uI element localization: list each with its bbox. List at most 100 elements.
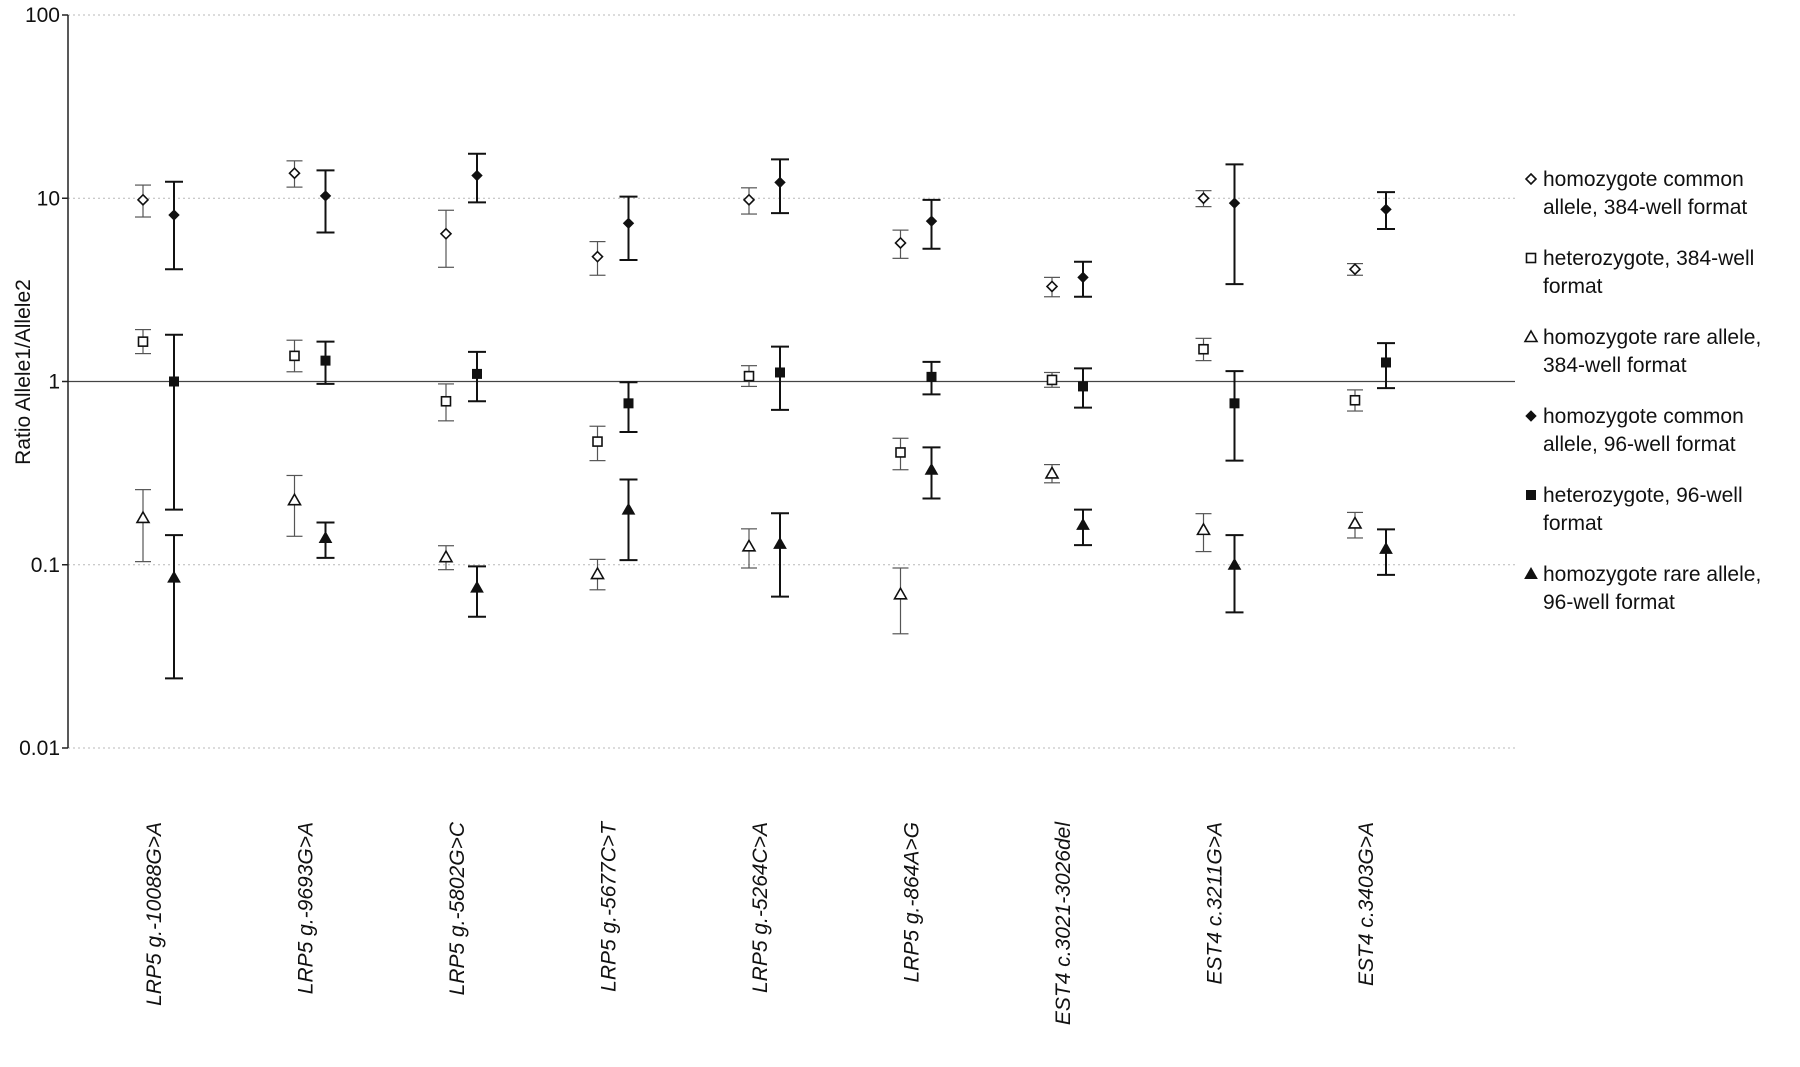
data-point-triangle	[1347, 515, 1363, 529]
series-layer	[135, 152, 1395, 680]
category-label: LRP5 g.-864A>G	[901, 822, 924, 983]
series	[165, 333, 1395, 511]
data-point-square	[1198, 343, 1209, 355]
data-point-triangle	[773, 536, 787, 549]
data-point-diamond	[1524, 172, 1538, 186]
legend-item: homozygote rare allele, 96-well format	[1524, 563, 1761, 614]
legend-label: heterozygote, 384-well	[1543, 247, 1754, 270]
category-label: EST4 c.3211G>A	[1204, 822, 1227, 984]
data-point-triangle	[287, 492, 302, 506]
series	[165, 446, 1395, 680]
data-point-triangle	[1196, 522, 1211, 536]
data-point-square	[1381, 357, 1391, 368]
data-point-square	[926, 371, 937, 382]
data-point-square	[320, 355, 331, 366]
data-point-triangle	[741, 538, 757, 552]
data-point-diamond	[1045, 280, 1059, 293]
data-point-triangle	[1076, 517, 1090, 530]
legend-item: heterozygote, 96-well format	[1526, 484, 1743, 535]
category-labels: LRP5 g.-10088G>A LRP5 g.-9693G>A LRP5 g.-5…	[143, 820, 1378, 1025]
data-point-diamond	[1348, 263, 1362, 276]
legend-label: 96-well format	[1543, 591, 1675, 614]
series	[165, 152, 1395, 298]
legend-label: 384-well format	[1543, 354, 1687, 377]
data-point-triangle	[318, 530, 333, 543]
series	[135, 463, 1363, 635]
legend-item: homozygote rare allele, 384-well format	[1523, 326, 1761, 377]
legend-label: homozygote common	[1543, 168, 1744, 191]
data-point-triangle	[924, 462, 939, 475]
data-point-square	[743, 370, 755, 382]
data-point-diamond	[894, 236, 907, 250]
data-point-triangle	[470, 580, 484, 593]
data-point-diamond	[622, 217, 635, 230]
category-label: LRP5 g.-10088G>A	[143, 822, 166, 1006]
data-point-triangle	[167, 570, 181, 583]
data-point-square	[1525, 252, 1537, 264]
data-point-triangle	[1227, 557, 1242, 570]
grid-layer	[68, 14, 1515, 749]
data-point-square	[895, 447, 906, 458]
category-label: LRP5 g.-9693G>A	[295, 822, 318, 994]
data-point-triangle	[1524, 566, 1538, 579]
data-point-diamond	[136, 193, 150, 206]
legend-label: homozygote rare allele,	[1543, 326, 1761, 349]
y-tick-label: 100	[25, 4, 60, 27]
data-point-diamond	[1077, 271, 1089, 284]
data-point-diamond	[774, 176, 786, 189]
data-point-square	[1349, 394, 1361, 406]
data-point-triangle	[1044, 465, 1060, 479]
data-point-diamond	[742, 193, 756, 206]
data-point-diamond	[319, 190, 332, 202]
data-point-square	[1229, 398, 1240, 409]
data-point-square	[137, 336, 149, 347]
y-tick-label: 0.1	[31, 554, 60, 577]
data-point-diamond	[925, 215, 938, 227]
data-point-diamond	[439, 227, 453, 240]
data-point-triangle	[135, 510, 151, 524]
legend-item: homozygote common allele, 96-well format	[1525, 405, 1744, 456]
y-tick-label: 10	[37, 187, 60, 210]
legend-label: allele, 96-well format	[1543, 433, 1736, 456]
axis-layer: 0.01 0.1 1 10 100	[19, 4, 69, 760]
data-point-square	[623, 398, 634, 409]
category-label: EST4 c.3403G>A	[1355, 822, 1378, 986]
data-point-square	[1046, 374, 1058, 386]
legend-label: homozygote rare allele,	[1543, 563, 1761, 586]
category-label: LRP5 g.-5677C>T	[598, 820, 621, 992]
data-point-triangle	[438, 549, 454, 563]
legend-label: homozygote common	[1543, 405, 1744, 428]
data-point-diamond	[471, 169, 483, 182]
data-point-square	[472, 368, 482, 379]
data-point-square	[289, 350, 300, 362]
data-point-square	[775, 367, 785, 378]
data-point-square	[440, 395, 452, 407]
y-tick-label: 1	[48, 371, 60, 394]
legend-item: homozygote common allele, 384-well format	[1524, 168, 1747, 219]
data-point-square	[1078, 381, 1088, 392]
y-axis-label: Ratio Allele1/Allele2	[12, 279, 35, 465]
legend: homozygote common allele, 384-well format…	[1523, 168, 1761, 614]
series	[135, 160, 1363, 298]
category-label: LRP5 g.-5264C>A	[749, 822, 772, 993]
data-point-triangle	[1379, 541, 1393, 554]
data-point-diamond	[1380, 203, 1392, 216]
data-point-diamond	[168, 209, 180, 221]
data-point-diamond	[288, 167, 301, 180]
data-point-square	[169, 376, 179, 387]
category-label: LRP5 g.-5802G>C	[446, 821, 469, 995]
data-point-diamond	[1525, 410, 1537, 422]
data-point-diamond	[1197, 192, 1210, 205]
category-label: EST4 c.3021-3026del	[1052, 821, 1075, 1025]
data-point-square	[592, 436, 603, 447]
y-tick-label: 0.01	[19, 737, 60, 760]
legend-item: heterozygote, 384-well format	[1525, 247, 1754, 298]
series	[135, 328, 1363, 471]
legend-label: format	[1543, 275, 1603, 298]
legend-label: heterozygote, 96-well	[1543, 484, 1743, 507]
data-point-diamond	[591, 250, 604, 263]
legend-label: allele, 384-well format	[1543, 196, 1747, 219]
data-point-square	[1526, 490, 1536, 500]
data-point-triangle	[621, 502, 636, 515]
